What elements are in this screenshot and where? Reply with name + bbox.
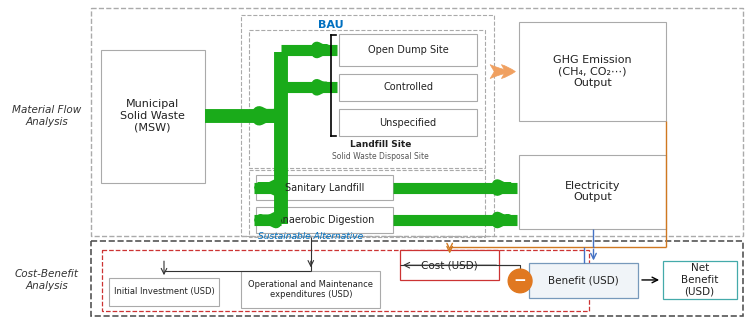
Text: Solid Waste Disposal Site: Solid Waste Disposal Site (332, 151, 428, 161)
Circle shape (508, 269, 532, 293)
Bar (256, 175, 393, 200)
Bar (100, 50, 204, 183)
Bar (250, 30, 486, 168)
Bar (339, 34, 477, 66)
Bar (103, 251, 589, 311)
Text: Sanitary Landfill: Sanitary Landfill (285, 183, 364, 193)
Bar (663, 261, 737, 299)
Bar (339, 73, 477, 101)
Text: GHG Emission
(CH₄, CO₂⋯)
Output: GHG Emission (CH₄, CO₂⋯) Output (553, 55, 632, 88)
Text: Electricity
Output: Electricity Output (565, 181, 621, 202)
Text: Material Flow
Analysis: Material Flow Analysis (12, 105, 81, 127)
Text: Anaerobic Digestion: Anaerobic Digestion (275, 215, 374, 225)
Bar (241, 271, 380, 308)
Bar (90, 240, 743, 316)
Bar (339, 109, 477, 136)
Text: Cost (USD): Cost (USD) (421, 260, 478, 270)
Text: Open Dump Site: Open Dump Site (368, 45, 449, 55)
Text: Net
Benefit
(USD): Net Benefit (USD) (681, 263, 719, 296)
Bar (256, 207, 393, 233)
Bar (241, 15, 495, 236)
Text: Operational and Maintenance
expenditures (USD): Operational and Maintenance expenditures… (248, 280, 373, 299)
Text: Initial Investment (USD): Initial Investment (USD) (114, 287, 214, 296)
Text: −: − (513, 273, 526, 289)
Text: Sustainable Alternative: Sustainable Alternative (258, 232, 363, 241)
Text: BAU: BAU (318, 20, 344, 31)
Text: Unspecified: Unspecified (379, 118, 437, 128)
Bar (250, 170, 486, 237)
Bar (400, 251, 499, 280)
Text: Landfill Site: Landfill Site (350, 140, 411, 149)
Text: Municipal
Solid Waste
(MSW): Municipal Solid Waste (MSW) (120, 99, 185, 132)
Text: Controlled: Controlled (383, 82, 433, 92)
Bar (519, 155, 666, 229)
Text: Cost-Benefit
Analysis: Cost-Benefit Analysis (15, 269, 79, 291)
Bar (529, 263, 638, 298)
Bar (109, 278, 219, 306)
Bar (90, 8, 743, 236)
Bar (519, 22, 666, 121)
Text: Benefit (USD): Benefit (USD) (548, 276, 619, 286)
